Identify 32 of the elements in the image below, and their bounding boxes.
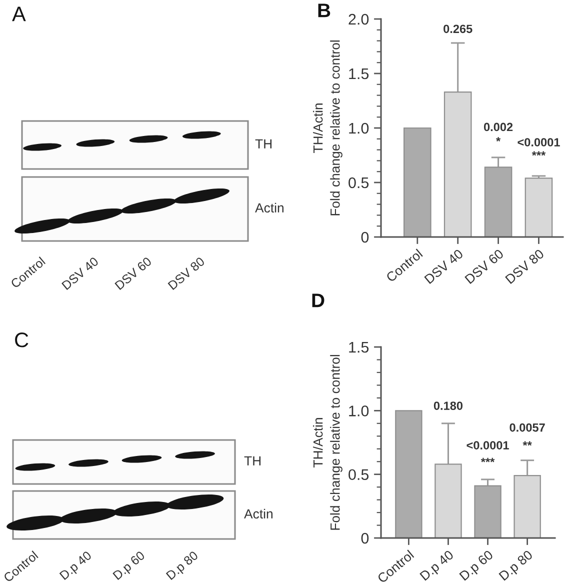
- y-tick-label: 0.5: [348, 469, 369, 480]
- text: TH: [255, 139, 272, 148]
- annotation: <0.0001: [466, 441, 509, 450]
- annotation: *: [496, 137, 501, 142]
- annotation: **: [522, 441, 532, 446]
- x-tick-label: D.p 80: [498, 550, 535, 583]
- annotation: 0.265: [444, 24, 472, 34]
- text: C: [15, 332, 28, 348]
- chart-title: B: [318, 4, 330, 18]
- y-tick-label: 0.5: [348, 177, 369, 188]
- y-tick-label: 1.5: [349, 68, 369, 80]
- annotation: ***: [532, 151, 546, 156]
- y-tick-label: 1.0: [349, 406, 369, 416]
- chart-title: D: [312, 294, 324, 308]
- annotation: 0.002: [484, 122, 513, 132]
- y-tick-label: 0: [361, 232, 369, 243]
- y-tick-label: 0: [361, 532, 369, 544]
- annotation: <0.0001: [518, 138, 560, 146]
- text: Actin: [255, 202, 284, 213]
- text: TH: [244, 456, 261, 466]
- x-tick-label: D.p 60: [459, 550, 496, 583]
- annotation: 0.180: [434, 402, 463, 410]
- y-tick-label: 2.0: [348, 14, 369, 25]
- y-axis-title: TH/Actin Fold change relative to control: [313, 354, 342, 530]
- annotation: 0.0057: [510, 423, 545, 432]
- text: Actin: [244, 508, 272, 519]
- y-tick-label: 1.0: [349, 122, 369, 134]
- y-tick-label: 1.5: [349, 342, 369, 353]
- y-axis-title: TH/Actin Fold change relative to control: [313, 40, 342, 216]
- x-tick-label: D.p 40: [420, 550, 456, 583]
- annotation: ***: [480, 458, 495, 462]
- text: A: [12, 6, 26, 22]
